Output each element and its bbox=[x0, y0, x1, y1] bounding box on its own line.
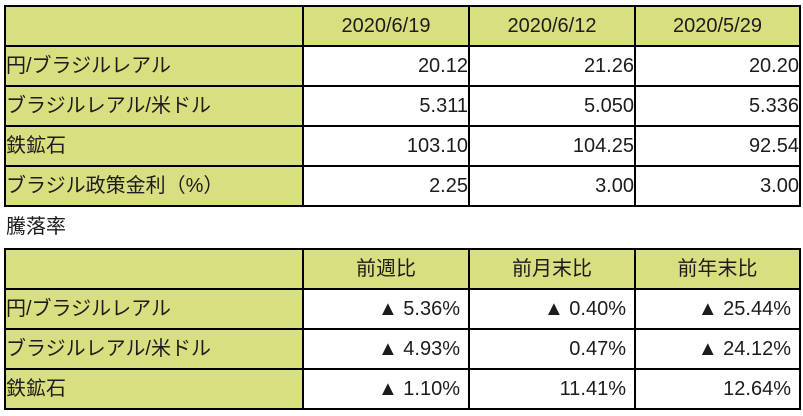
levels-header-row: 2020/6/19 2020/6/12 2020/5/29 bbox=[4, 5, 801, 47]
value-cell: 5.050 bbox=[468, 85, 636, 127]
value-cell: 3.00 bbox=[468, 165, 636, 207]
value-cell: 5.311 bbox=[302, 85, 470, 127]
value-cell: 0.47% bbox=[468, 328, 636, 370]
value-cell: 92.54 bbox=[634, 125, 801, 167]
row-label-policy-rate: ブラジル政策金利（%） bbox=[4, 165, 304, 207]
period-header-wow: 前週比 bbox=[302, 248, 470, 290]
value-cell: 11.41% bbox=[468, 368, 636, 410]
value-cell: 20.12 bbox=[302, 45, 470, 87]
value-cell: ▲ 1.10% bbox=[302, 368, 470, 410]
change-table: 前週比 前月末比 前年末比 円/ブラジルレアル ▲ 5.36% ▲ 0.40% … bbox=[4, 248, 801, 410]
row-label-jpy-brl: 円/ブラジルレアル bbox=[4, 288, 304, 330]
value-cell: 20.20 bbox=[634, 45, 801, 87]
row-label-iron-ore: 鉄鉱石 bbox=[4, 125, 304, 167]
table-row: 鉄鉱石 103.10 104.25 92.54 bbox=[4, 125, 801, 167]
value-cell: ▲ 25.44% bbox=[634, 288, 801, 330]
table-row: ブラジル政策金利（%） 2.25 3.00 3.00 bbox=[4, 165, 801, 207]
row-label-brl-usd: ブラジルレアル/米ドル bbox=[4, 328, 304, 370]
change-header-row: 前週比 前月末比 前年末比 bbox=[4, 248, 801, 290]
value-cell: 21.26 bbox=[468, 45, 636, 87]
table-row: ブラジルレアル/米ドル 5.311 5.050 5.336 bbox=[4, 85, 801, 127]
value-cell: ▲ 24.12% bbox=[634, 328, 801, 370]
section-title: 騰落率 bbox=[6, 216, 66, 238]
date-header-3: 2020/5/29 bbox=[634, 5, 801, 47]
value-cell: 5.336 bbox=[634, 85, 801, 127]
value-cell: 12.64% bbox=[634, 368, 801, 410]
table-row: ブラジルレアル/米ドル ▲ 4.93% 0.47% ▲ 24.12% bbox=[4, 328, 801, 370]
value-cell: ▲ 0.40% bbox=[468, 288, 636, 330]
levels-table: 2020/6/19 2020/6/12 2020/5/29 円/ブラジルレアル … bbox=[4, 5, 801, 207]
period-header-ytd: 前年末比 bbox=[634, 248, 801, 290]
corner-cell bbox=[4, 248, 304, 290]
row-label-jpy-brl: 円/ブラジルレアル bbox=[4, 45, 304, 87]
date-header-1: 2020/6/19 bbox=[302, 5, 470, 47]
row-label-iron-ore: 鉄鉱石 bbox=[4, 368, 304, 410]
table-row: 鉄鉱石 ▲ 1.10% 11.41% 12.64% bbox=[4, 368, 801, 410]
value-cell: 103.10 bbox=[302, 125, 470, 167]
value-cell: 3.00 bbox=[634, 165, 801, 207]
table-row: 円/ブラジルレアル ▲ 5.36% ▲ 0.40% ▲ 25.44% bbox=[4, 288, 801, 330]
value-cell: 104.25 bbox=[468, 125, 636, 167]
value-cell: 2.25 bbox=[302, 165, 470, 207]
value-cell: ▲ 5.36% bbox=[302, 288, 470, 330]
date-header-2: 2020/6/12 bbox=[468, 5, 636, 47]
value-cell: ▲ 4.93% bbox=[302, 328, 470, 370]
table-row: 円/ブラジルレアル 20.12 21.26 20.20 bbox=[4, 45, 801, 87]
row-label-brl-usd: ブラジルレアル/米ドル bbox=[4, 85, 304, 127]
period-header-mtd: 前月末比 bbox=[468, 248, 636, 290]
corner-cell bbox=[4, 5, 304, 47]
